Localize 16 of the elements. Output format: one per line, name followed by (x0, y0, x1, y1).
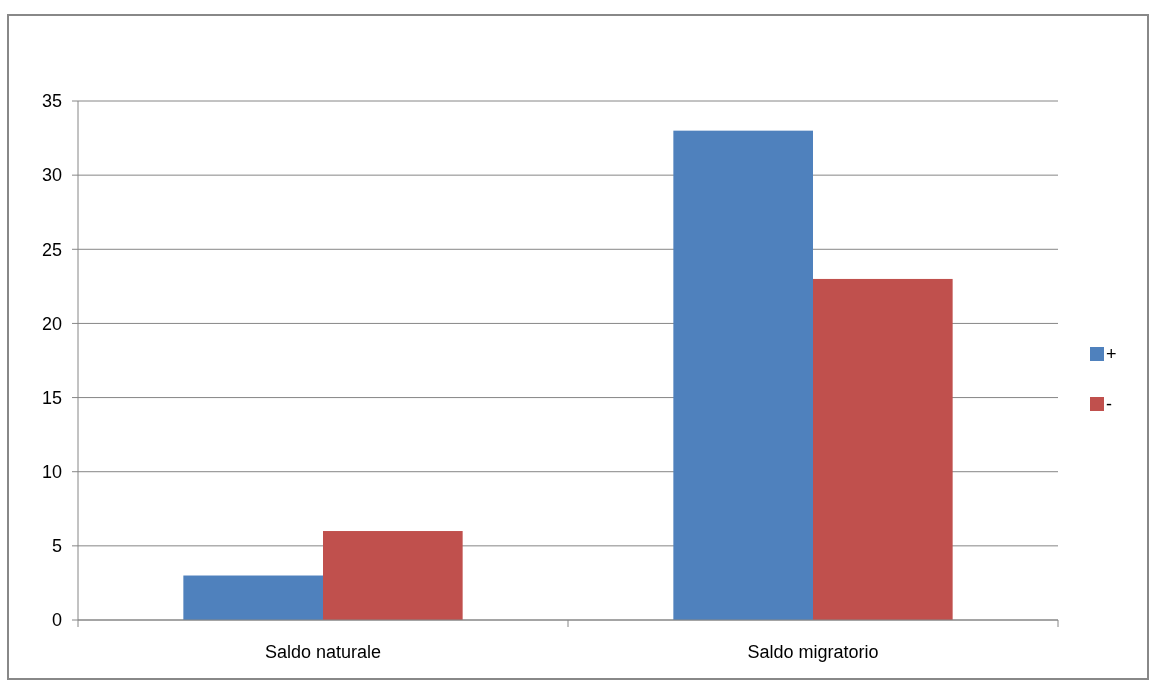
y-tick-label: 15 (41, 387, 62, 408)
x-tick-label: Saldo migratorio (747, 642, 879, 662)
x-tick-label: Saldo naturale (264, 642, 382, 662)
y-tick-label: 35 (41, 91, 62, 112)
bar (813, 278, 953, 620)
y-tick-label: 5 (51, 536, 62, 557)
bar (323, 531, 463, 620)
legend-label: + (1106, 344, 1117, 365)
bar (673, 130, 813, 620)
y-tick-label: 30 (41, 165, 62, 186)
legend-label: - (1106, 394, 1112, 415)
bar (183, 575, 323, 620)
y-tick-label: 0 (51, 610, 62, 631)
y-tick-label: 20 (41, 313, 62, 334)
y-tick-label: 25 (41, 239, 62, 260)
y-tick-label: 10 (41, 462, 62, 483)
